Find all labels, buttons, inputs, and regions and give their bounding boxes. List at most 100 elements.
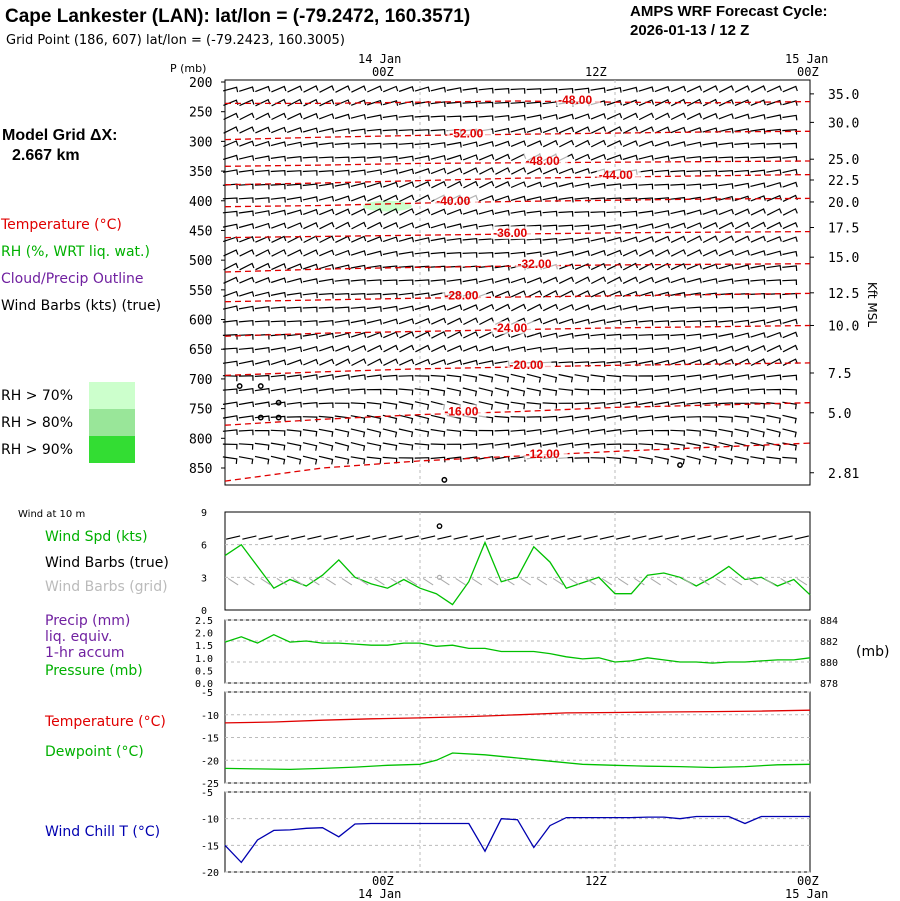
wind-barb — [478, 360, 494, 366]
wind-barb — [462, 87, 478, 94]
pressure-tick-label: 600 — [189, 314, 212, 329]
wind-barb — [766, 428, 781, 438]
wind-barb — [718, 263, 734, 270]
wind-barb — [318, 332, 334, 339]
wind-barb — [558, 318, 574, 325]
wind-barb — [286, 401, 302, 408]
wind-barb — [302, 455, 318, 465]
wind-barb — [526, 210, 542, 217]
wind-barb — [558, 361, 574, 367]
isotherm-label-bg — [447, 126, 492, 140]
wind-barb — [238, 155, 255, 161]
wind-barb — [734, 142, 750, 149]
isotherm-label-bg — [556, 93, 601, 107]
wind-barb-grid — [357, 578, 369, 586]
wind-barb — [782, 181, 798, 188]
wind-barb — [398, 305, 414, 312]
wind-barb-grid — [634, 578, 645, 586]
wind-barb-grid — [227, 578, 239, 586]
wind-barb — [238, 197, 254, 203]
wind-barb — [238, 347, 254, 354]
wind-barb — [734, 345, 750, 352]
wind-barb — [670, 183, 686, 190]
wind-barb — [334, 402, 350, 409]
legend-rh80-label: RH > 80% — [1, 415, 74, 431]
wind-barb-grid — [601, 578, 613, 586]
wind-barb — [238, 223, 255, 229]
wind-barb — [526, 101, 542, 108]
wind-barb — [350, 374, 366, 380]
wind-barb — [559, 289, 575, 298]
wind-barb — [335, 221, 351, 230]
wind-barb — [750, 306, 766, 313]
wind-barb — [574, 318, 590, 325]
wind-barb — [734, 388, 750, 394]
wind-barb — [510, 346, 526, 353]
height-tick-label: 30.0 — [828, 116, 859, 131]
wind-barb-true — [356, 535, 371, 540]
wind-barb — [590, 237, 606, 243]
wind-barb — [382, 374, 398, 381]
wind-barb — [654, 235, 671, 243]
legend-rh90-label: RH > 90% — [1, 442, 74, 458]
wind-barb — [446, 278, 462, 285]
dewpoint-series-label: Dewpoint (°C) — [45, 744, 144, 760]
precip-accum-label: 1-hr accum — [45, 645, 125, 661]
wind-barb — [415, 180, 431, 189]
isotherm-label: -16.00 — [444, 404, 478, 418]
wind-barb — [366, 250, 383, 257]
wind-barb — [718, 292, 734, 299]
wind-barb — [590, 139, 607, 148]
wind-barb — [494, 360, 510, 367]
wind-barb — [654, 112, 671, 121]
wind-barb — [750, 415, 765, 424]
wind-barb — [782, 265, 798, 271]
wind-barb — [271, 277, 287, 284]
wind-barb — [478, 141, 494, 147]
wind-barb — [782, 128, 798, 135]
wind-barb — [270, 359, 287, 366]
wind-barb — [318, 142, 334, 148]
wind-barb — [430, 414, 446, 424]
wind-barb — [222, 305, 239, 312]
wind-barb — [350, 113, 367, 120]
height-tick-label: 25.0 — [828, 153, 859, 168]
wind-barb — [271, 262, 287, 271]
pressure-tick-label: 500 — [189, 254, 212, 269]
wind-barb — [302, 141, 318, 148]
wind-barb — [239, 86, 255, 92]
wind-barb — [718, 113, 734, 120]
wind-barb — [558, 347, 574, 354]
isotherm-label-bg — [507, 358, 552, 372]
wind-barb — [414, 251, 430, 258]
precip-tick: 0.0 — [195, 679, 213, 690]
wind-barb — [686, 156, 702, 162]
wind-barb — [398, 115, 414, 121]
wind-barb — [526, 114, 542, 121]
wind-barb — [223, 249, 239, 257]
wind-barb — [606, 415, 622, 421]
wind-barb — [718, 306, 734, 313]
wind-barb — [638, 210, 654, 217]
wind-barb — [670, 222, 686, 229]
wind-barb — [287, 85, 303, 93]
wind-barb — [302, 156, 318, 162]
wind-barb — [494, 373, 510, 383]
wind-barb — [654, 155, 670, 162]
wind-barb — [526, 224, 542, 231]
wind-barb — [622, 347, 638, 354]
wind-barb — [686, 416, 702, 422]
wind-barb — [382, 155, 398, 162]
wind-barb — [782, 85, 798, 93]
wind-barb — [574, 153, 591, 161]
wind-barb — [303, 249, 319, 257]
top-hour-label-2: 12Z — [585, 65, 607, 79]
wind-barb — [511, 153, 527, 162]
isotherm-label-bg — [491, 321, 536, 335]
wind-barb — [351, 235, 367, 243]
wind-barb-true — [567, 535, 582, 540]
wind-barb — [399, 208, 415, 216]
wind-barb — [382, 85, 399, 93]
wind-barb — [750, 264, 766, 271]
wind-barb — [271, 85, 287, 93]
